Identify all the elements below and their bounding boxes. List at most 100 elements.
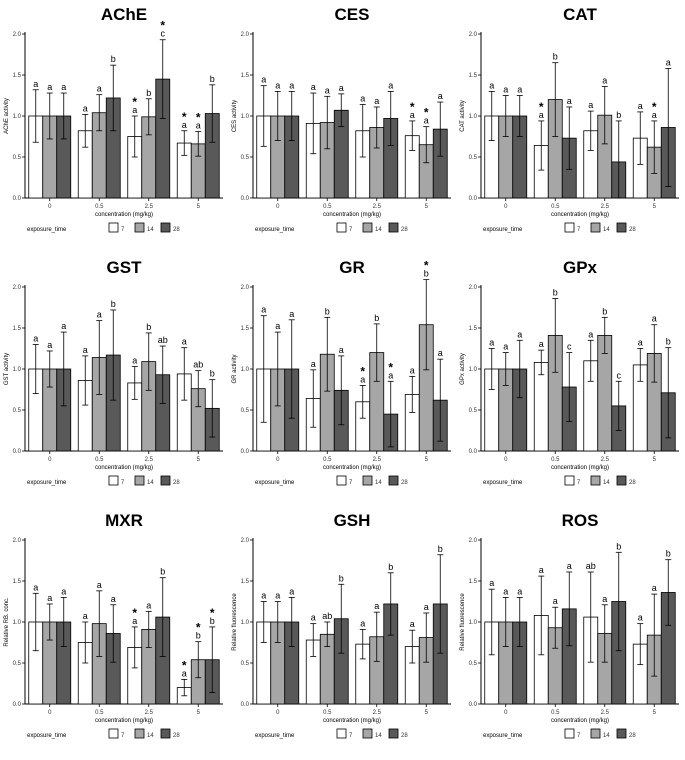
y-tick-label: 0.5 <box>469 661 478 667</box>
y-tick-label: 1.0 <box>241 367 250 373</box>
legend-label: 14 <box>147 480 154 486</box>
x-tick-label: 0 <box>504 204 508 210</box>
significance-letter: a <box>132 616 137 626</box>
y-tick-label: 1.0 <box>469 114 478 120</box>
legend-label: 7 <box>121 733 125 739</box>
significance-letter: a <box>588 329 593 339</box>
significance-letter: a <box>97 84 102 94</box>
significance-letter: a <box>61 586 66 596</box>
significance-letter: a <box>360 94 365 104</box>
significance-letter: b <box>438 544 443 554</box>
significance-letter: a <box>182 668 187 678</box>
legend-label: 14 <box>147 227 154 233</box>
x-axis-label: concentration (mg/kg) <box>95 718 153 724</box>
chart-title: ROS <box>562 511 599 530</box>
y-tick-label: 1.5 <box>469 579 478 585</box>
x-tick-label: 0 <box>276 710 280 716</box>
significance-letter: b <box>196 631 201 641</box>
x-tick-label: 0 <box>504 457 508 463</box>
x-tick-label: 5 <box>653 710 657 716</box>
legend-swatch <box>362 222 373 233</box>
significance-letter: a <box>196 121 201 131</box>
x-tick-label: 2.5 <box>373 457 382 463</box>
significance-letter: a <box>374 96 379 106</box>
y-tick-label: 0.5 <box>13 661 22 667</box>
legend-label: 28 <box>173 480 180 486</box>
significance-letter: b <box>146 322 151 332</box>
significance-letter: a <box>275 321 280 331</box>
y-tick-label: 2.0 <box>241 32 250 38</box>
significance-letter: a <box>275 80 280 90</box>
significance-letter: a <box>489 80 494 90</box>
x-axis-label: concentration (mg/kg) <box>551 465 609 471</box>
significance-letter: a <box>275 591 280 601</box>
x-tick-label: 0.5 <box>551 204 560 210</box>
legend-label: 28 <box>401 480 408 486</box>
x-tick-label: 2.5 <box>601 710 610 716</box>
y-tick-label: 1.0 <box>469 367 478 373</box>
y-tick-label: 1.5 <box>13 73 22 79</box>
legend-label: 7 <box>577 733 581 739</box>
significance-letter: a <box>638 338 643 348</box>
significance-star: * <box>424 259 429 273</box>
legend-swatch <box>388 222 399 233</box>
x-tick-label: 5 <box>197 457 201 463</box>
legend-swatch <box>616 222 627 233</box>
x-tick-label: 0.5 <box>551 457 560 463</box>
chart-ros: ROS Relative fluorescence 0.0 0.5 1.0 1.5 2.0 0… <box>460 511 679 739</box>
y-tick-label: 0.5 <box>241 155 250 161</box>
bar <box>533 362 549 452</box>
x-axis-label: concentration (mg/kg) <box>323 718 381 724</box>
x-tick-label: 5 <box>425 204 429 210</box>
legend-label: 7 <box>577 227 581 233</box>
legend-label: 14 <box>375 480 382 486</box>
legend-swatch <box>336 728 347 739</box>
x-tick-label: 0 <box>48 710 52 716</box>
y-tick-label: 2.0 <box>469 285 478 291</box>
significance-letter: c <box>161 29 166 39</box>
chart-title: AChE <box>101 5 147 24</box>
significance-letter: a <box>489 338 494 348</box>
significance-star: * <box>424 106 429 120</box>
significance-letter: ab <box>322 611 332 621</box>
y-tick-label: 0.0 <box>13 196 22 202</box>
y-tick-label: 0.5 <box>469 155 478 161</box>
x-axis-label: concentration (mg/kg) <box>323 212 381 218</box>
significance-star: * <box>182 110 187 124</box>
significance-letter: a <box>132 105 137 115</box>
significance-letter: a <box>410 365 415 375</box>
significance-letter: a <box>311 82 316 92</box>
legend-title: exposure_time <box>27 227 67 233</box>
significance-letter: a <box>289 586 294 596</box>
legend-swatch <box>108 728 119 739</box>
legend-swatch <box>388 475 399 486</box>
significance-letter: a <box>339 345 344 355</box>
y-tick-label: 0.0 <box>469 196 478 202</box>
legend-title: exposure_time <box>27 480 67 486</box>
x-tick-label: 2.5 <box>145 457 154 463</box>
significance-letter: a <box>325 85 330 95</box>
legend-swatch <box>616 728 627 739</box>
significance-letter: a <box>438 91 443 101</box>
y-tick-label: 0.0 <box>469 702 478 708</box>
legend-label: 28 <box>401 733 408 739</box>
y-tick-label: 0.0 <box>469 449 478 455</box>
significance-star: * <box>182 658 187 672</box>
legend-label: 14 <box>375 227 382 233</box>
chart-title: CES <box>335 5 370 24</box>
y-axis-label: GST activity <box>4 353 10 385</box>
significance-letter: b <box>666 549 671 559</box>
significance-letter: b <box>553 287 558 297</box>
legend-title: exposure_time <box>255 733 295 739</box>
x-axis-label: concentration (mg/kg) <box>551 212 609 218</box>
significance-letter: c <box>617 370 622 380</box>
legend-label: 14 <box>147 733 154 739</box>
significance-letter: a <box>517 329 522 339</box>
significance-letter: a <box>360 618 365 628</box>
significance-letter: c <box>567 342 572 352</box>
significance-letter: a <box>388 370 393 380</box>
significance-letter: a <box>360 374 365 384</box>
